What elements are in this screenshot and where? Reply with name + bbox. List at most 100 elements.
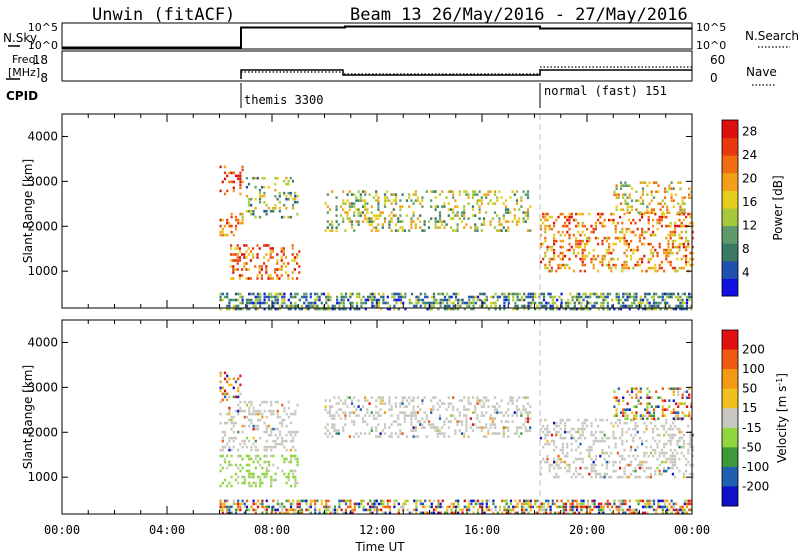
echo-cell [226,218,229,222]
echo-cell [526,411,530,414]
echo-cell [650,190,653,193]
echo-cell [616,257,619,261]
echo-cell [285,457,288,461]
echo-cell [456,226,459,229]
echo-cell [449,208,453,211]
echo-cell [228,508,231,512]
echo-cell [483,511,486,515]
echo-cell [364,508,367,512]
echo-cell [639,298,642,302]
echo-cell [239,221,242,225]
echo-cell [676,427,679,431]
echo-cell [622,508,625,512]
echo-cell [601,430,604,434]
echo-cell [644,181,647,184]
echo-cell [586,227,589,231]
echo-cell [434,426,437,429]
echo-cell [691,224,694,228]
echo-cell [355,220,358,223]
echo-cell [622,411,625,414]
echo-cell [397,220,400,223]
echo-cell [683,402,686,405]
echo-cell [335,205,338,208]
echo-cell [243,400,246,404]
echo-cell [619,307,623,311]
echo-cell [271,277,274,280]
echo-cell [566,215,569,219]
echo-cell [270,448,273,452]
echo-cell [654,263,657,267]
echo-cell [423,396,426,399]
echo-cell [278,442,282,446]
echo-cell [237,430,240,434]
echo-cell [390,432,393,435]
echo-cell [452,292,455,296]
echo-cell [583,436,586,440]
echo-cell [681,396,684,399]
echo-cell [471,205,475,208]
echo-cell [448,505,451,509]
echo-cell [663,251,666,255]
echo-cell [666,211,669,214]
echo-cell [672,411,675,414]
echo-cell [230,421,233,425]
echo-cell [230,454,233,458]
echo-cell [394,202,398,205]
echo-cell [463,505,466,509]
echo-cell [393,298,396,302]
echo-cell [254,412,257,416]
echo-cell [474,301,477,305]
echo-cell [228,224,231,228]
echo-cell [443,220,446,223]
echo-cell [404,295,407,299]
echo-cell [677,402,680,405]
echo-cell [520,426,523,429]
echo-cell [254,508,257,512]
echo-cell [561,442,564,446]
y-tick-label: 4000 [27,335,58,349]
echo-cell [372,414,376,417]
echo-cell [608,454,611,458]
echo-cell [474,423,477,426]
echo-cell [270,427,273,431]
echo-cell [324,229,327,232]
echo-cell [476,202,479,205]
echo-cell [471,423,475,426]
echo-cell [621,430,624,434]
echo-cell [219,469,222,473]
echo-cell [487,399,490,402]
echo-cell [610,251,613,255]
echo-cell [342,190,345,193]
echo-cell [287,415,290,419]
echo-cell [283,295,286,299]
echo-cell [232,395,235,399]
echo-cell [419,511,422,515]
echo-cell [427,220,431,223]
echo-cell [669,221,672,225]
echo-cell [666,307,669,311]
echo-cell [515,405,519,408]
echo-cell [685,230,688,234]
echo-cell [405,214,409,217]
echo-cell [350,202,354,205]
echo-cell [646,502,649,506]
echo-cell [287,406,290,410]
echo-cell [234,304,238,308]
echo-cell [615,205,618,208]
echo-cell [355,307,359,311]
echo-cell [276,197,279,201]
echo-cell [507,301,510,305]
echo-cell [463,396,466,399]
echo-cell [674,424,677,428]
echo-cell [219,389,222,393]
echo-cell [608,263,611,267]
echo-cell [350,226,354,229]
echo-cell [553,511,557,515]
echo-cell [252,427,255,431]
echo-cell [635,414,638,417]
echo-cell [421,502,425,506]
echo-cell [219,386,222,390]
echo-cell [624,414,627,417]
echo-cell [281,511,284,515]
echo-cell [419,220,422,223]
